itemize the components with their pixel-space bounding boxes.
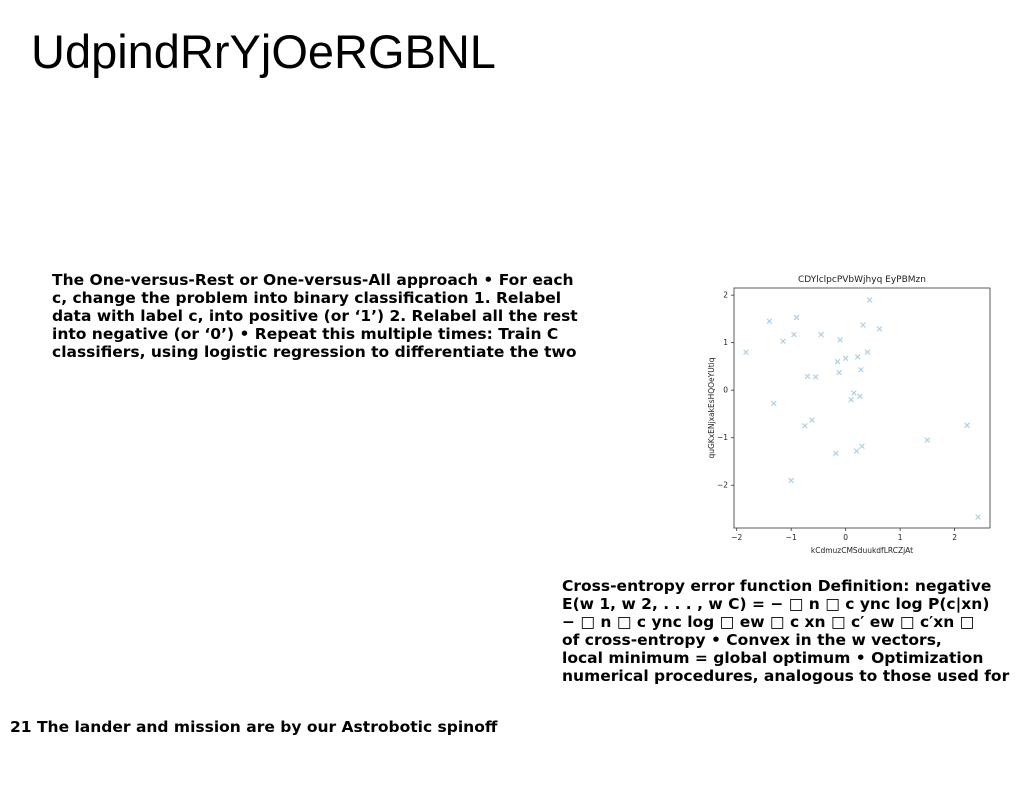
data-point — [809, 417, 815, 423]
data-point — [770, 400, 777, 407]
data-point — [866, 297, 873, 303]
data-point — [964, 422, 970, 429]
body-text-line: c, change the problem into binary classi… — [52, 289, 562, 307]
data-point — [876, 326, 883, 332]
cross-entropy-text-block: Cross-entropy error function Definition:… — [562, 577, 1009, 685]
x-tick-label: 2 — [952, 533, 957, 542]
body-text-line: data with label c, into positive (or ‘1’… — [52, 307, 578, 325]
data-point — [924, 437, 931, 443]
data-point — [859, 443, 865, 450]
y-tick-label: 0 — [723, 386, 728, 395]
x-axis-label: kCdmuzCMSduukdfLRCZjAt — [811, 546, 913, 555]
body-text-block: The One-versus-Rest or One-versus-All ap… — [52, 271, 578, 361]
x-axis-ticks: −2 −1 0 1 2 — [731, 528, 957, 542]
chart-title: CDYlclpcPVbWjhyq EyPBMzn — [798, 275, 926, 285]
data-point — [766, 318, 773, 325]
x-tick-label: −1 — [786, 533, 797, 542]
data-point — [858, 366, 864, 373]
data-point — [812, 374, 819, 380]
data-point — [818, 331, 824, 338]
y-tick-label: 1 — [723, 338, 728, 347]
x-tick-label: 0 — [843, 533, 848, 542]
data-point — [788, 477, 794, 484]
body-text-line: into negative (or ‘0’) • Repeat this mul… — [52, 325, 559, 343]
body-text-line: Cross-entropy error function Definition:… — [562, 577, 992, 595]
data-point — [836, 369, 842, 376]
body-text-line: E(w 1, w 2, . . . , w C) = − □ n □ c ync… — [562, 595, 990, 613]
data-point — [854, 354, 861, 360]
body-text-line: numerical procedures, analogous to those… — [562, 667, 1010, 685]
plot-area-frame — [733, 287, 991, 529]
data-point — [848, 396, 854, 403]
data-point — [851, 390, 857, 396]
body-text-line: local minimum = global optimum • Optimiz… — [562, 649, 984, 667]
data-point — [743, 349, 749, 355]
data-point — [802, 423, 808, 429]
data-points — [743, 297, 981, 520]
data-point — [864, 349, 871, 355]
data-point — [860, 322, 866, 328]
data-point — [793, 314, 800, 321]
data-point — [833, 450, 839, 457]
y-tick-label: −2 — [717, 481, 728, 490]
data-point — [837, 337, 844, 343]
data-point — [791, 331, 797, 338]
scatter-chart: CDYlclpcPVbWjhyq EyPBMzn −2 −1 0 1 2 −2 −1 0 1 2… — [707, 275, 991, 555]
slide-footer: 21 The lander and mission are by our Ast… — [10, 718, 498, 736]
body-text-line: of cross-entropy • Convex in the w vecto… — [562, 631, 942, 649]
y-axis-ticks: −2 −1 0 1 2 — [717, 291, 734, 490]
y-tick-label: 2 — [723, 291, 728, 300]
x-tick-label: 1 — [898, 533, 903, 542]
data-point — [857, 393, 863, 400]
x-tick-label: −2 — [731, 533, 742, 542]
body-text-line: − □ n □ c ync log □ ew □ c xn □ c′ ew □ … — [562, 613, 975, 631]
slide-title: UdpindRrYjOeRGBNL — [31, 25, 496, 78]
y-axis-label: quGKxENjxakEsHQOeYUtiq — [707, 357, 716, 458]
body-text-line: The One-versus-Rest or One-versus-All ap… — [52, 271, 574, 289]
data-point — [853, 448, 860, 454]
data-point — [842, 355, 849, 362]
body-text-line: classifiers, using logistic regression t… — [52, 343, 577, 361]
data-point — [834, 358, 841, 365]
y-tick-label: −1 — [717, 433, 728, 442]
data-point — [804, 373, 811, 380]
data-point — [975, 514, 981, 520]
data-point — [780, 338, 786, 345]
